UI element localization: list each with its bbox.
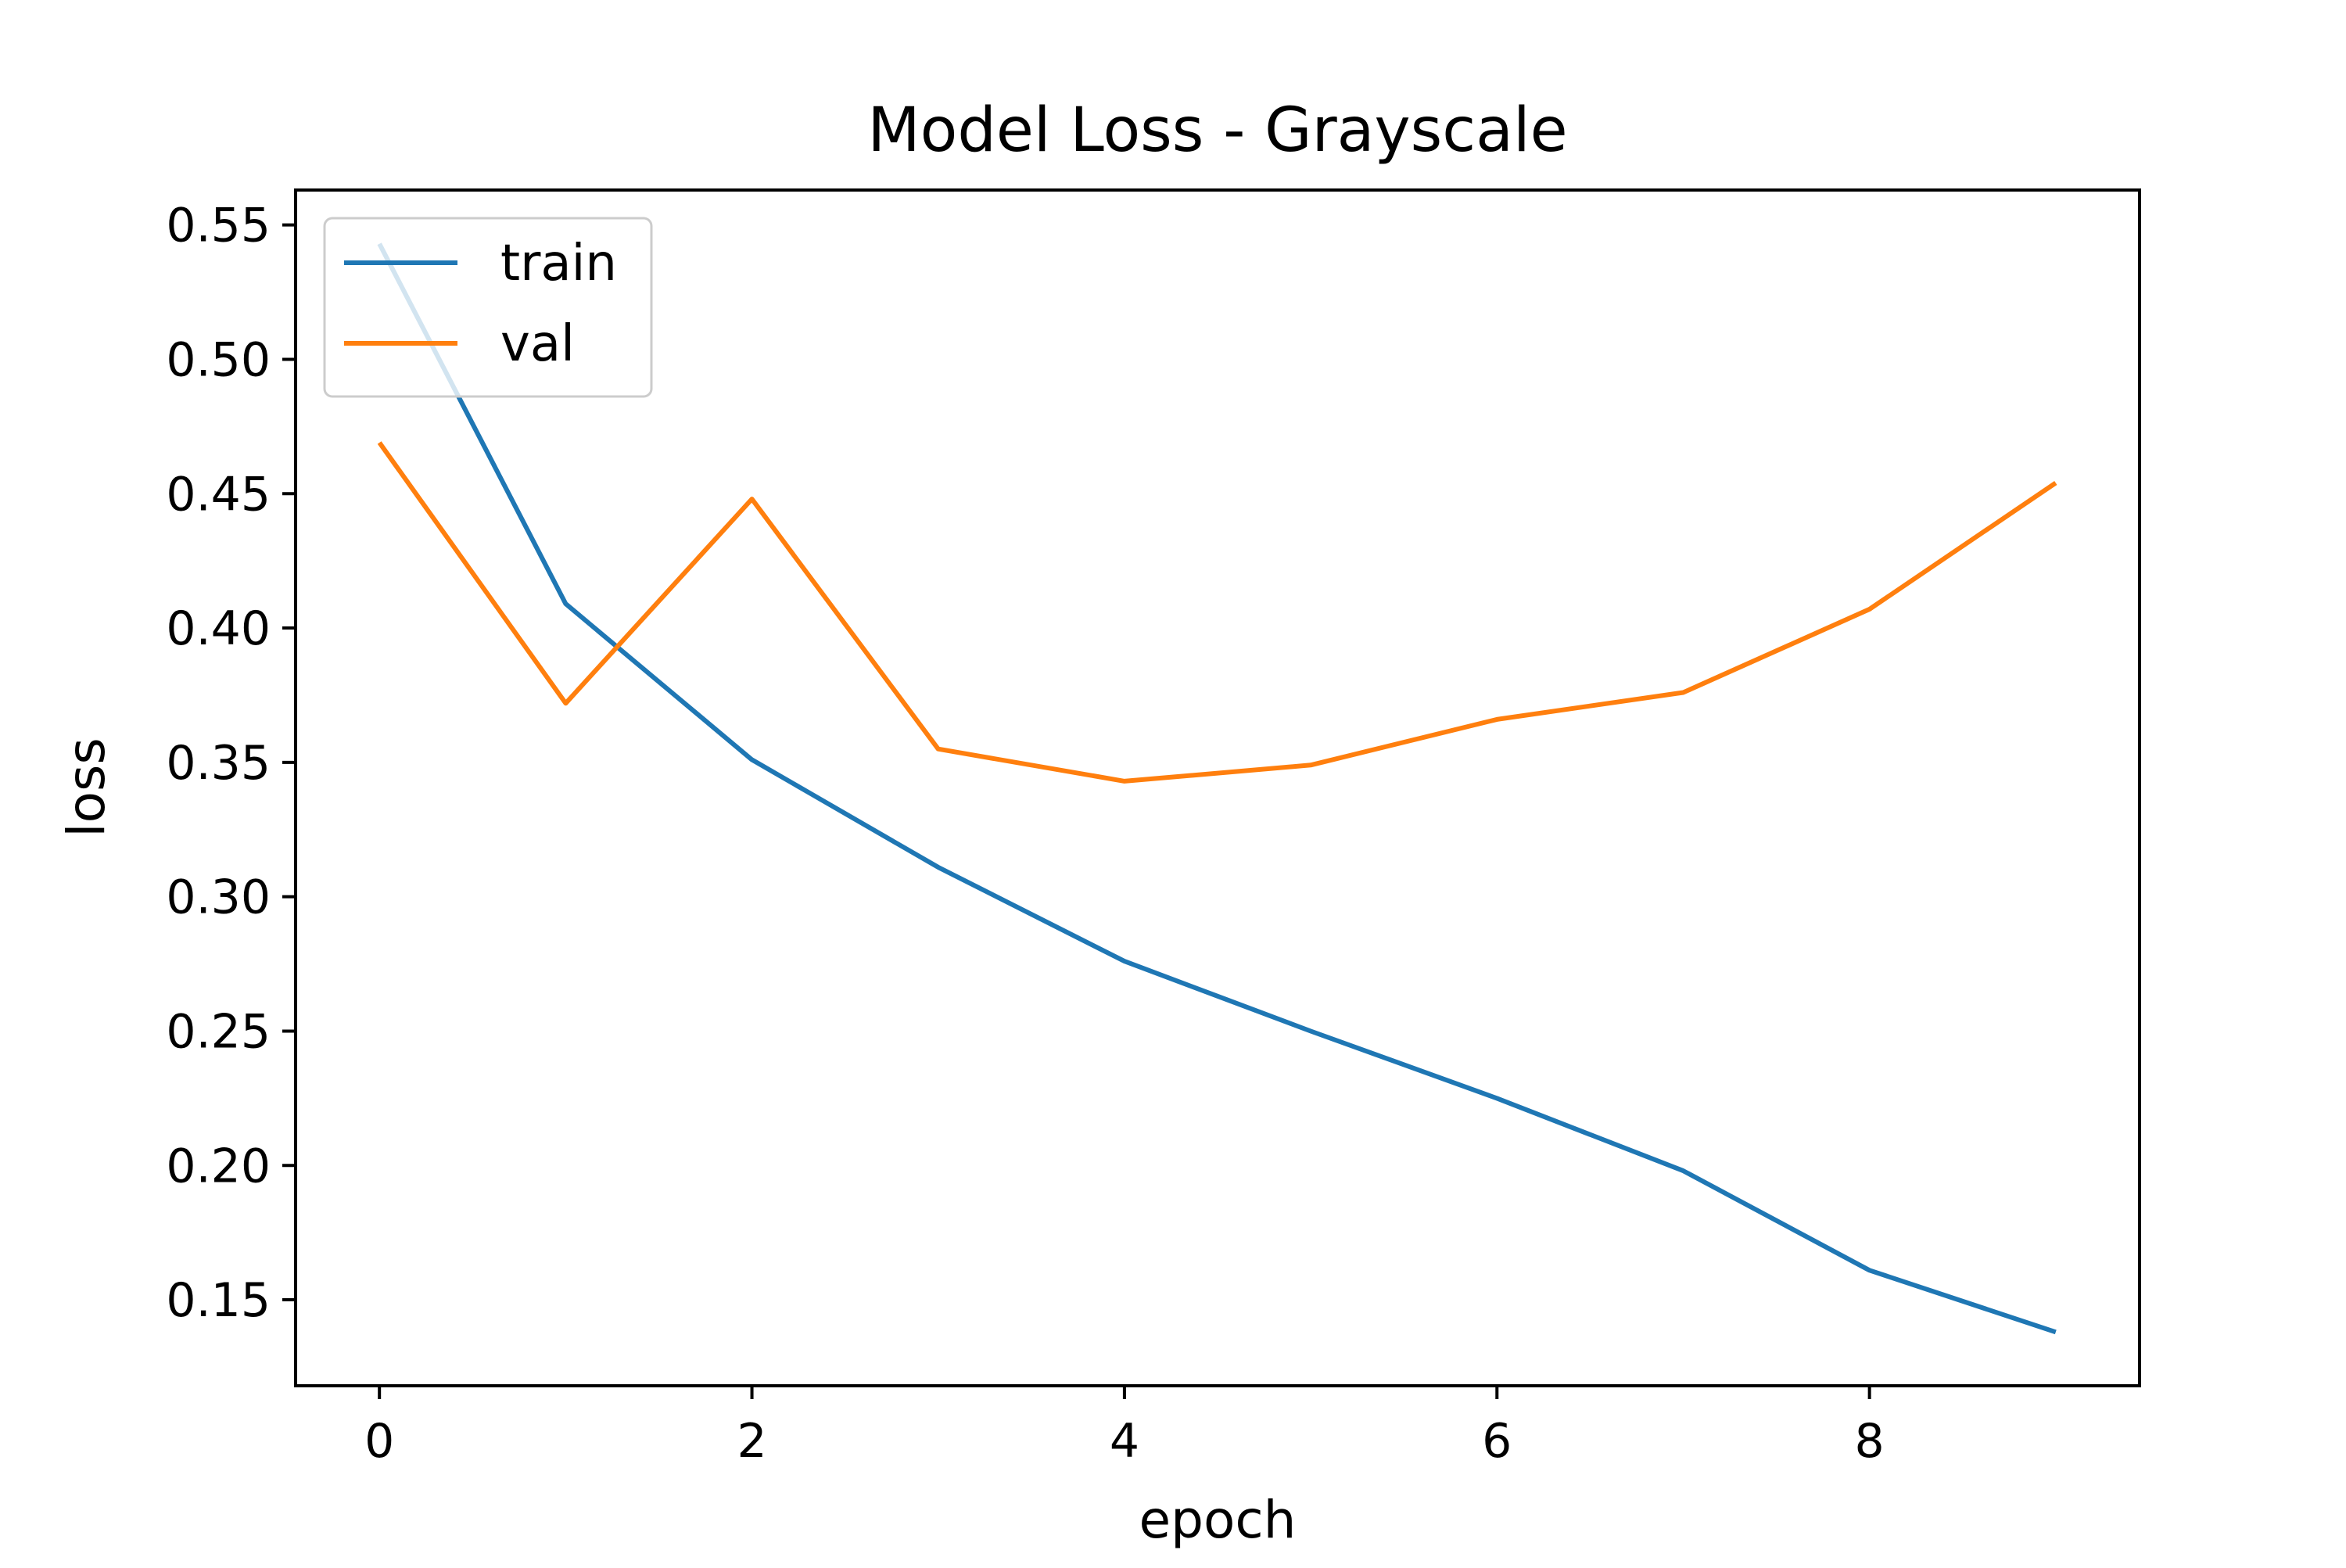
legend-entries: train val xyxy=(344,235,617,373)
x-tick-label: 4 xyxy=(1110,1414,1139,1469)
y-tick-label: 0.25 xyxy=(166,1004,271,1059)
axes-border xyxy=(294,188,2141,1387)
y-tick-label: 0.35 xyxy=(166,736,271,791)
x-tick-label: 8 xyxy=(1855,1414,1885,1469)
x-tick-label: 6 xyxy=(1482,1414,1512,1469)
legend-label-train: train xyxy=(500,235,617,292)
x-axis-label: epoch xyxy=(1139,1490,1297,1550)
y-axis-label: loss xyxy=(56,737,117,838)
series-group xyxy=(377,242,2057,1335)
chart-title: Model Loss - Grayscale xyxy=(867,95,1567,166)
x-axis: 0 2 4 6 8 xyxy=(364,1386,1885,1469)
y-tick-label: 0.40 xyxy=(166,601,271,656)
y-tick-label: 0.15 xyxy=(166,1273,271,1328)
y-tick-label: 0.20 xyxy=(166,1139,271,1193)
y-tick-label: 0.45 xyxy=(166,467,271,522)
series-line-val xyxy=(377,441,2057,784)
x-tick-label: 0 xyxy=(364,1414,394,1469)
y-tick-label: 0.50 xyxy=(166,332,271,387)
y-tick-label: 0.55 xyxy=(166,199,271,253)
y-axis: 0.15 0.20 0.25 0.30 0.35 0.40 0.45 0.50 0.55 xyxy=(166,199,296,1328)
legend-label-val: val xyxy=(500,315,575,373)
x-tick-label: 2 xyxy=(737,1414,766,1469)
legend: train val xyxy=(323,217,653,398)
y-tick-label: 0.30 xyxy=(166,870,271,925)
series-line-train xyxy=(377,242,2057,1335)
